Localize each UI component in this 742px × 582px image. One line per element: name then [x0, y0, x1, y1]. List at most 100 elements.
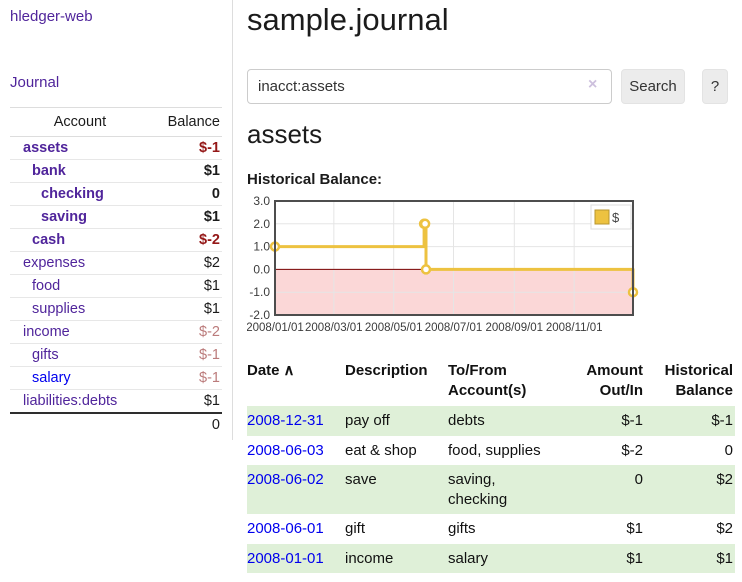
transaction-accounts: gifts — [448, 520, 476, 537]
register-column-header[interactable]: Historical Balance — [645, 357, 735, 406]
account-link[interactable]: liabilities:debts — [23, 393, 118, 409]
register-table: Date ∧ Description To/From Account(s) Amount… — [247, 357, 735, 573]
plot-border — [274, 200, 634, 316]
accounts-total-row: 0 — [10, 412, 222, 436]
register-column-header[interactable]: Amount Out/In — [550, 357, 645, 406]
register-row: 2008-12-31 pay off debts $-1 $-1 — [247, 406, 735, 436]
transaction-balance: $2 — [716, 471, 733, 488]
y-tick-label: -2.0 — [249, 308, 270, 322]
y-tick-label: -1.0 — [249, 285, 270, 299]
sidebar-item-journal[interactable]: Journal — [10, 74, 60, 91]
column-header-label: Description — [345, 362, 428, 379]
transaction-accounts: food, supplies — [448, 441, 541, 459]
column-header-label: Amount Out/In — [586, 362, 643, 399]
account-link[interactable]: cash — [32, 232, 66, 248]
account-link[interactable]: salary — [32, 370, 71, 386]
accounts-header-account: Account — [10, 107, 150, 137]
data-point-marker — [419, 218, 431, 230]
account-balance: $-1 — [149, 343, 222, 367]
transaction-date-link[interactable]: 2008-06-02 — [247, 471, 324, 488]
account-row: liabilities:debts $1 — [10, 389, 222, 413]
account-row: bank $1 — [10, 159, 222, 183]
account-balance: 0 — [149, 182, 222, 206]
register-column-header[interactable]: Date ∧ — [247, 357, 345, 406]
transaction-date[interactable]: 2008-01-01 — [247, 544, 345, 574]
account-link[interactable]: income — [23, 324, 70, 340]
accounts-header-balance: Balance — [149, 107, 222, 137]
clear-search-icon[interactable]: × — [588, 76, 598, 93]
account-link[interactable]: gifts — [32, 347, 59, 363]
historical-balance-chart: $3.0 2.0 1.0 0.0 -1.0 -2.0 2008/01/01 2008/03/0… — [246, 194, 667, 340]
accounts-total-balance: 0 — [149, 412, 222, 436]
account-balance: $1 — [149, 297, 222, 321]
account-row: assets $-1 — [10, 137, 222, 160]
register-row: 2008-06-03 eat & shop food, supplies $-2 0 — [247, 436, 735, 466]
transaction-date-link[interactable]: 2008-12-31 — [247, 412, 324, 429]
transaction-date[interactable]: 2008-06-01 — [247, 514, 345, 544]
transaction-date-link[interactable]: 2008-06-03 — [247, 441, 324, 459]
account-row: supplies $1 — [10, 297, 222, 321]
transaction-amount: $-1 — [621, 412, 643, 429]
account-balance: $-1 — [199, 140, 220, 156]
column-header-label: Date — [247, 362, 280, 379]
legend-label: $ — [612, 210, 620, 225]
chart-legend: $ — [590, 204, 632, 230]
app-brand-link[interactable]: hledger-web — [10, 8, 93, 25]
account-balance: $1 — [149, 159, 222, 183]
account-row: saving $1 — [10, 205, 222, 229]
transaction-date[interactable]: 2008-06-02 — [247, 465, 345, 514]
transaction-accounts: salary — [448, 549, 489, 567]
help-button[interactable]: ? — [702, 69, 728, 104]
account-row: cash $-2 — [10, 228, 222, 252]
account-link[interactable]: bank — [32, 163, 66, 179]
account-balance: $-2 — [149, 228, 222, 252]
account-row: expenses $2 — [10, 251, 222, 275]
transaction-date[interactable]: 2008-12-31 — [247, 406, 345, 436]
chart-title: Historical Balance: — [247, 171, 383, 188]
transaction-accounts: debts — [448, 412, 485, 429]
search-button[interactable]: Search — [621, 69, 685, 104]
account-link[interactable]: supplies — [32, 301, 86, 317]
transaction-amount: 0 — [634, 471, 643, 488]
account-title: assets — [247, 119, 323, 149]
register-column-header[interactable]: To/From Account(s) — [448, 357, 550, 406]
search-input[interactable] — [247, 69, 612, 104]
column-header-label: Historical Balance — [664, 362, 733, 399]
account-row: checking 0 — [10, 182, 222, 206]
account-link[interactable]: assets — [23, 140, 69, 156]
sidebar: hledger-web Journal Account Balance asse… — [0, 0, 233, 440]
y-tick-label: 2.0 — [253, 217, 270, 231]
register-column-header[interactable]: Description — [345, 357, 448, 406]
data-point-marker — [420, 264, 432, 275]
account-link[interactable]: saving — [41, 209, 87, 225]
y-tick-label: 1.0 — [253, 240, 270, 254]
account-balance: $1 — [149, 389, 222, 413]
transaction-date-link[interactable]: 2008-01-01 — [247, 549, 324, 567]
account-balance: $1 — [149, 205, 222, 229]
legend-swatch — [594, 209, 610, 225]
account-row: salary $-1 — [10, 366, 222, 390]
account-balance: $2 — [149, 251, 222, 275]
account-link[interactable]: food — [32, 278, 61, 294]
column-header-label: To/From Account(s) — [448, 362, 527, 399]
main-content: sample.journal × Search ? assets Histori… — [246, 0, 739, 582]
account-link[interactable]: checking — [41, 186, 104, 202]
account-balance: $-2 — [149, 320, 222, 344]
account-row: income $-2 — [10, 320, 222, 344]
account-link[interactable]: expenses — [23, 255, 86, 271]
x-tick-label: 2008/01/01 — [247, 322, 304, 334]
transaction-date-link[interactable]: 2008-06-01 — [247, 520, 324, 537]
transaction-amount: $-2 — [621, 441, 643, 459]
transaction-date[interactable]: 2008-06-03 — [247, 436, 345, 466]
sort-ascending-icon[interactable]: ∧ — [283, 362, 295, 379]
page-title: sample.journal — [247, 2, 449, 37]
x-tick-label: 2008/07/01 — [425, 322, 483, 334]
accounts-table: Account Balance assets $-1 bank $1 checking 0… — [10, 107, 222, 436]
register-row: 2008-06-02 save saving, checking 0 $2 — [247, 465, 735, 514]
account-row: food $1 — [10, 274, 222, 298]
y-tick-label: 0.0 — [253, 262, 270, 276]
transaction-accounts: saving, checking — [448, 471, 508, 508]
search-form: × Search ? — [247, 69, 735, 104]
y-tick-label: 3.0 — [253, 195, 270, 208]
